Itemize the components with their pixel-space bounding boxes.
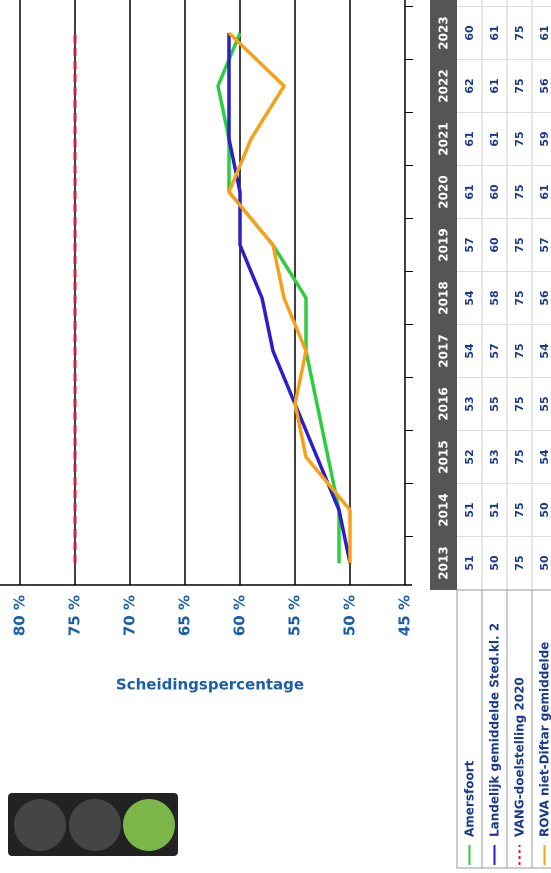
table-header	[430, 0, 457, 590]
table-value: 61	[538, 25, 551, 40]
legend-label: Landelijk gemiddelde Sted.kl. 2	[488, 623, 502, 837]
table-year: 2019	[437, 228, 451, 261]
table-value: 59	[538, 131, 551, 146]
table-value: 75	[513, 25, 526, 40]
table-value: 55	[488, 396, 501, 411]
table-value: 75	[513, 184, 526, 199]
table-value: 53	[488, 449, 501, 464]
table-value: 75	[513, 396, 526, 411]
table-value: 55	[538, 396, 551, 411]
table-value: 58	[488, 290, 501, 305]
table-value: 51	[488, 502, 501, 517]
table-year: 2017	[437, 334, 451, 367]
table-value: 75	[513, 502, 526, 517]
table-value: 50	[538, 502, 551, 518]
table-value: 50	[538, 555, 551, 571]
table-value: 75	[513, 131, 526, 146]
table-value: 61	[463, 131, 476, 146]
table-value: 57	[538, 237, 551, 252]
table-value: 54	[463, 290, 476, 306]
table-value: 57	[488, 343, 501, 358]
table-value: 61	[488, 131, 501, 146]
table-year: 2018	[437, 281, 451, 314]
table-year: 2020	[437, 175, 451, 208]
table-value: 75	[513, 343, 526, 358]
y-tick-label: 70 %	[121, 595, 139, 636]
y-tick-label: 50 %	[341, 595, 359, 636]
y-tick-label: 45 %	[396, 595, 414, 636]
table-value: 62	[463, 78, 476, 93]
series-line	[227, 31, 352, 563]
y-axis-title: Scheidingspercentage	[116, 676, 304, 694]
y-tick-label: 55 %	[286, 595, 304, 636]
legend-label: VANG-doelstelling 2020	[513, 677, 527, 837]
table-value: 56	[538, 290, 551, 306]
table-value: 60	[488, 237, 501, 253]
light-off	[69, 799, 121, 851]
table-value: 61	[488, 78, 501, 93]
table-value: 50	[488, 555, 501, 571]
table-year: 2013	[437, 546, 451, 579]
table-value: 54	[463, 343, 476, 359]
table-year: 2015	[437, 440, 451, 473]
table-value: 75	[513, 237, 526, 252]
traffic-light	[8, 793, 178, 856]
light-on	[123, 799, 175, 851]
table-year: 2022	[437, 69, 451, 102]
table-value: 54	[538, 343, 551, 359]
table-value: 52	[463, 449, 476, 464]
table-value: 75	[513, 290, 526, 305]
table-value: 75	[513, 449, 526, 464]
series-line	[227, 33, 352, 564]
table-value: 53	[463, 396, 476, 411]
legend-label: Amersfoort	[463, 760, 477, 837]
table-value: 75	[513, 555, 526, 570]
table-value: 61	[488, 25, 501, 40]
y-tick-label: 60 %	[231, 595, 249, 636]
table-value: 54	[538, 449, 551, 465]
legend-label: ROVA niet-Diftar gemiddelde	[538, 642, 551, 837]
series-line	[216, 32, 341, 563]
table-value: 61	[463, 184, 476, 199]
y-tick-label: 75 %	[66, 595, 84, 636]
table-year: 2021	[437, 122, 451, 155]
table-value: 75	[513, 78, 526, 93]
y-tick-label: 65 %	[176, 595, 194, 636]
table-value: 60	[463, 25, 476, 41]
y-tick-label: 80 %	[11, 595, 29, 636]
table-value: 51	[463, 555, 476, 570]
table-value: 51	[463, 502, 476, 517]
table-year: 2016	[437, 387, 451, 420]
table-year: 2023	[437, 16, 451, 49]
table-value: 61	[538, 184, 551, 199]
light-off	[14, 799, 66, 851]
table-year: 2014	[437, 493, 451, 526]
table-value: 56	[538, 78, 551, 94]
table-value: 57	[463, 237, 476, 252]
table-value: 60	[488, 184, 501, 200]
